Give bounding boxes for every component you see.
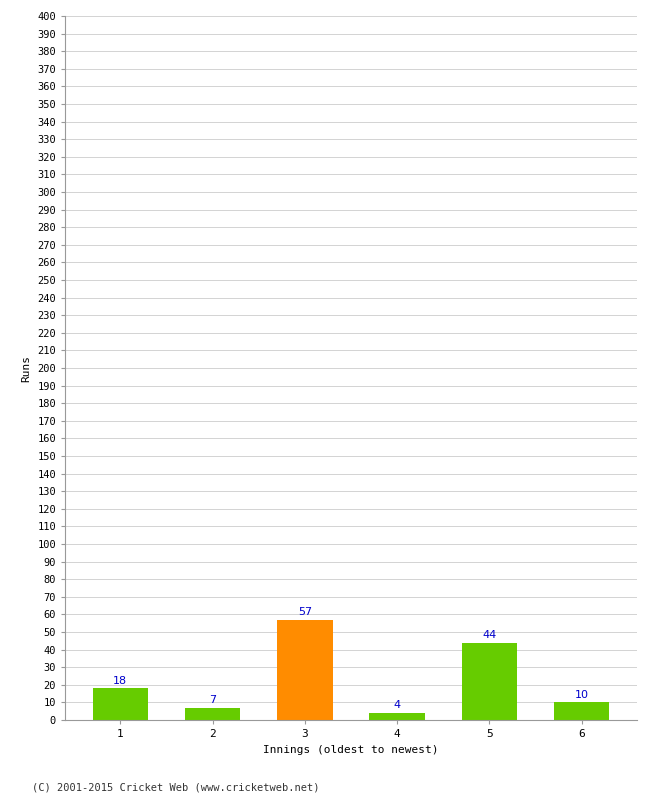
Bar: [185, 708, 240, 720]
Text: 44: 44: [482, 630, 497, 640]
Bar: [277, 620, 333, 720]
Text: 57: 57: [298, 607, 312, 617]
Bar: [462, 642, 517, 720]
Bar: [554, 702, 609, 720]
Text: (C) 2001-2015 Cricket Web (www.cricketweb.net): (C) 2001-2015 Cricket Web (www.cricketwe…: [32, 782, 320, 792]
Bar: [93, 688, 148, 720]
Text: 7: 7: [209, 695, 216, 705]
Text: 4: 4: [393, 700, 400, 710]
Text: 10: 10: [575, 690, 589, 700]
Bar: [369, 713, 425, 720]
X-axis label: Innings (oldest to newest): Innings (oldest to newest): [263, 745, 439, 754]
Y-axis label: Runs: Runs: [21, 354, 32, 382]
Text: 18: 18: [113, 676, 127, 686]
